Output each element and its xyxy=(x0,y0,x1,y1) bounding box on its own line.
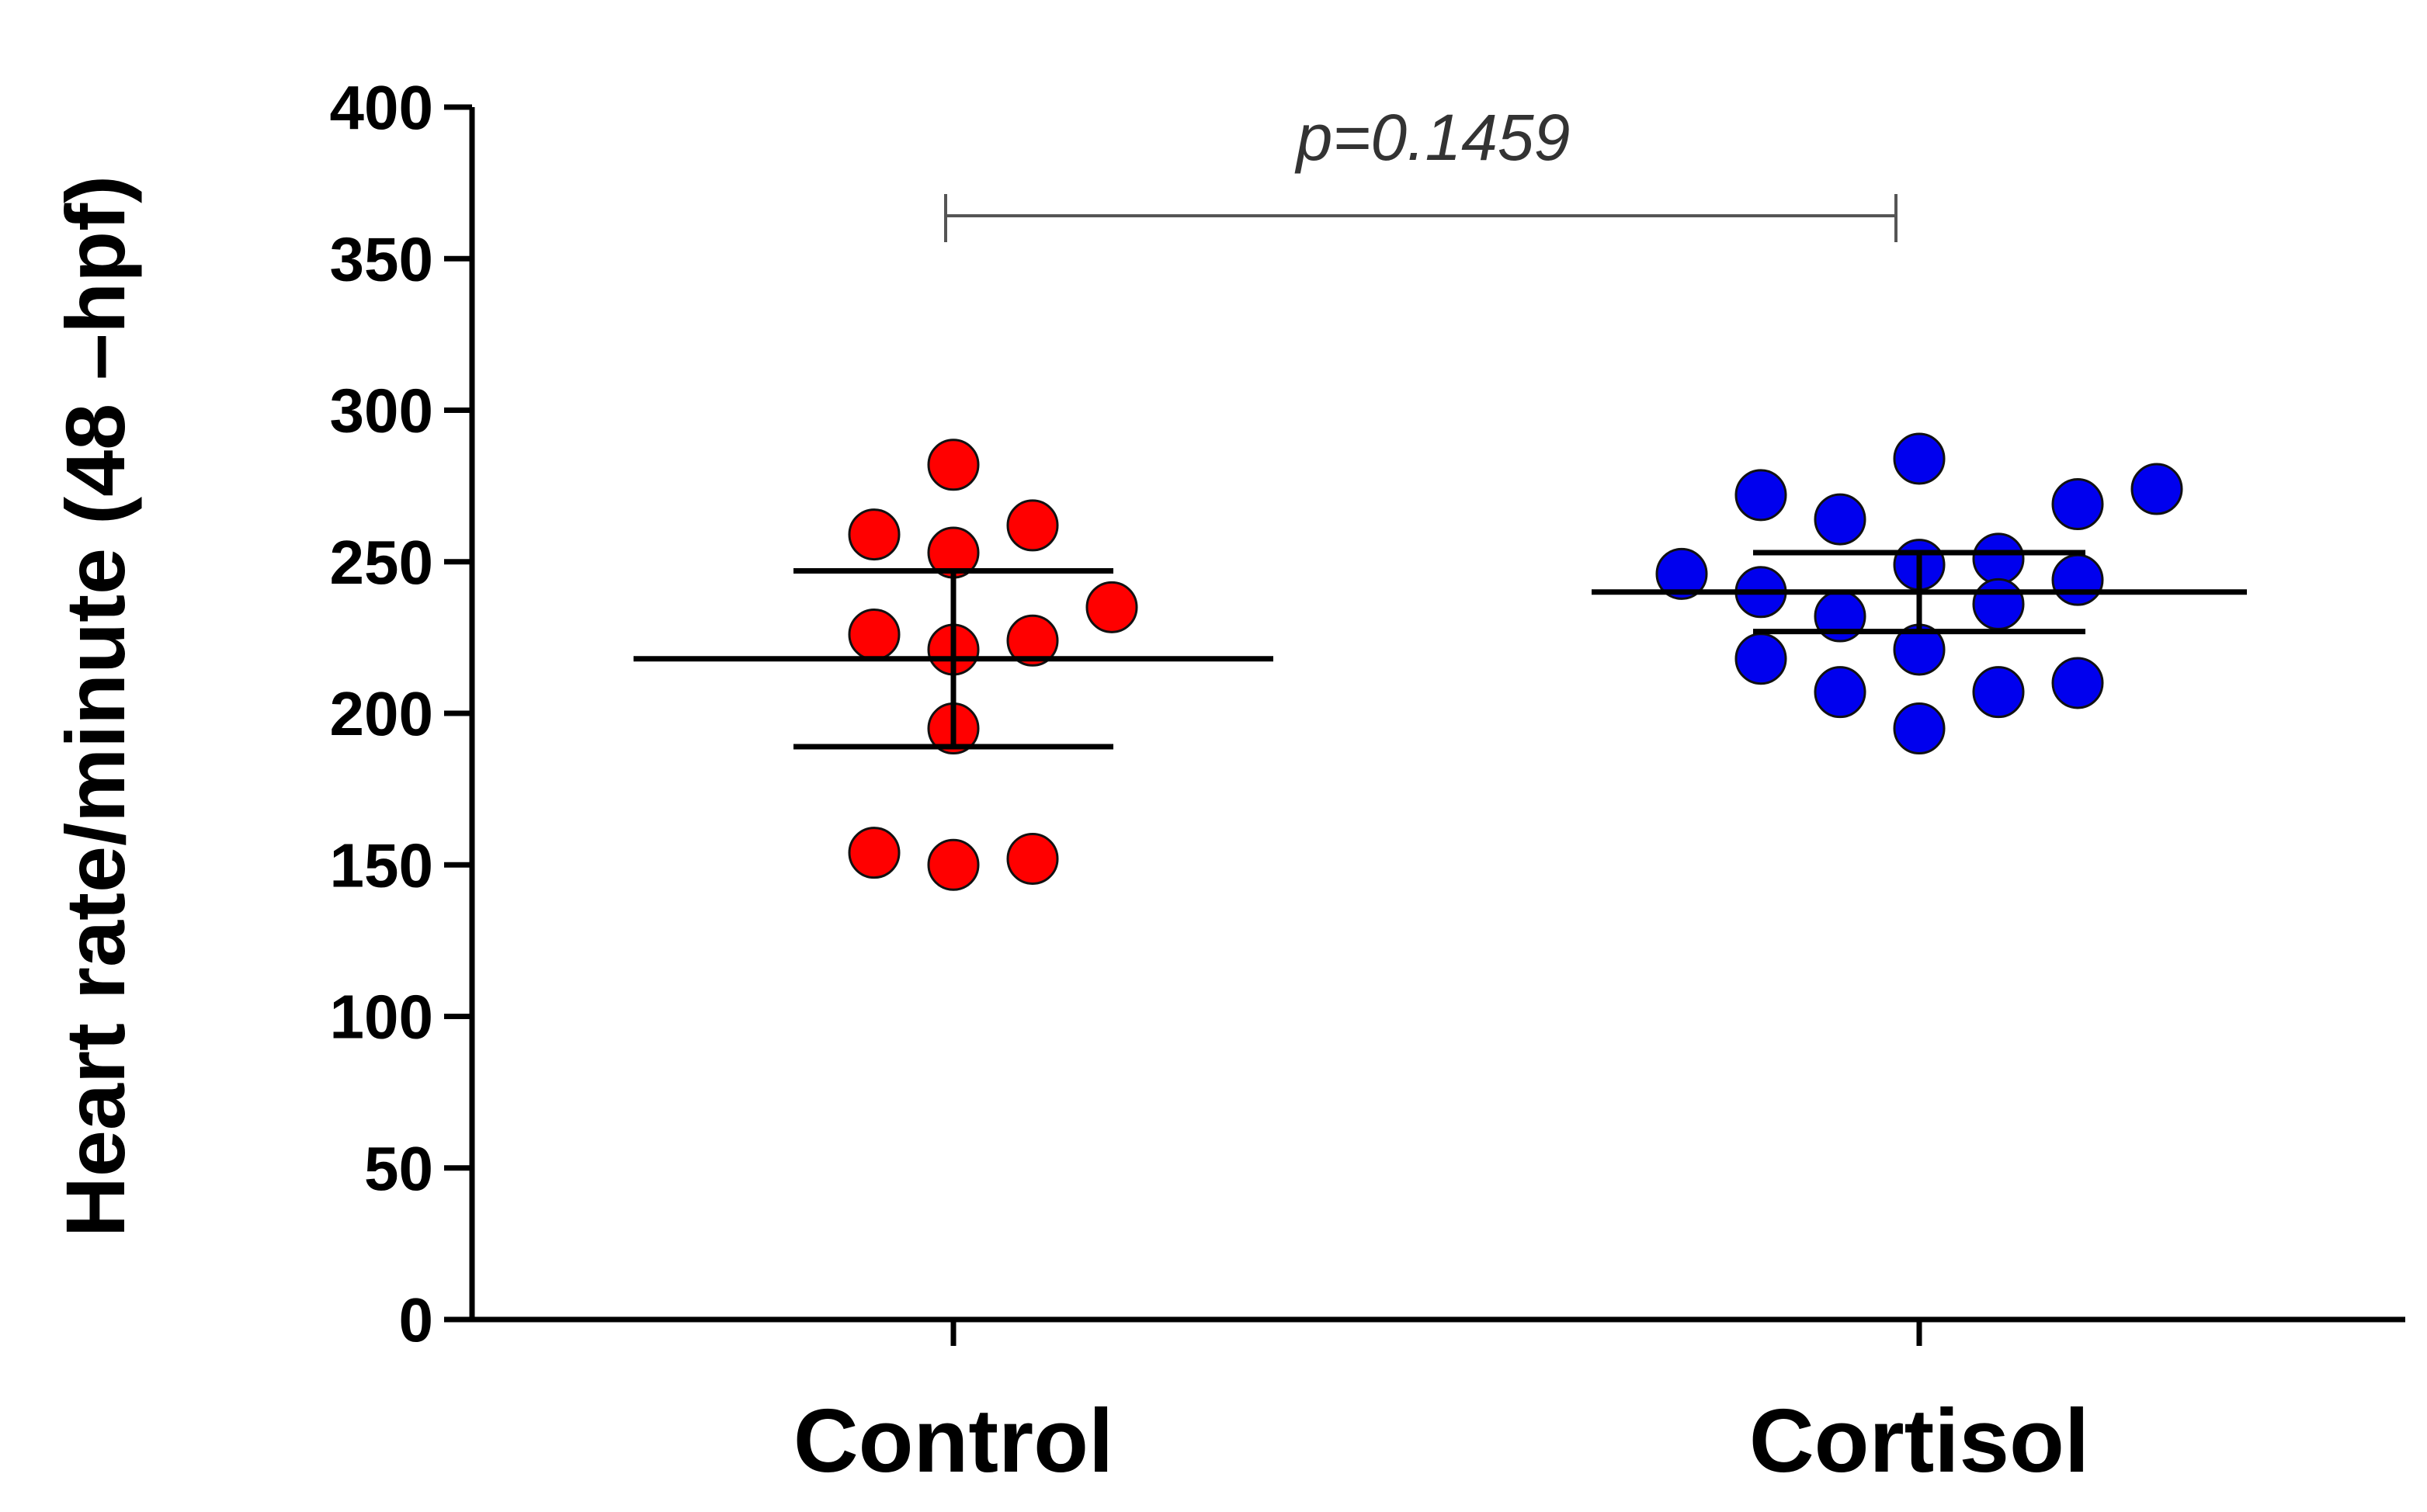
y-tick-label: 300 xyxy=(330,376,433,446)
cortisol-data-point xyxy=(1972,577,2025,630)
cortisol-data-point xyxy=(1893,702,1946,755)
cortisol-data-point xyxy=(2051,553,2104,606)
axes: 0 50 100 150 200 250 300 350 400 Control Cortisol xyxy=(330,73,2405,1491)
x-category-label: Cortisol xyxy=(1749,1390,2089,1491)
control-data-point xyxy=(1085,581,1138,633)
y-tick-label: 0 xyxy=(399,1285,434,1354)
cortisol-data-point xyxy=(1893,432,1946,485)
p-value-annotation: p=0.1459 xyxy=(1294,101,1571,174)
cortisol-data-point xyxy=(1814,493,1866,546)
control-data-point xyxy=(848,827,901,879)
cortisol-data-point xyxy=(1972,666,2025,719)
x-category-label: Control xyxy=(793,1390,1113,1491)
cortisol-data-point xyxy=(2051,657,2104,709)
chart-marks xyxy=(634,194,2247,891)
control-data-point xyxy=(848,608,901,661)
control-data-point xyxy=(848,508,901,561)
y-tick-label: 50 xyxy=(364,1134,433,1203)
y-tick-label: 350 xyxy=(330,224,433,293)
cortisol-data-point xyxy=(2130,463,2183,515)
cortisol-data-point xyxy=(1814,666,1866,719)
y-tick-label: 100 xyxy=(330,983,433,1052)
cortisol-data-point xyxy=(2051,478,2104,531)
cortisol-data-point xyxy=(1972,532,2025,585)
control-data-point xyxy=(927,838,980,891)
y-tick-label: 200 xyxy=(330,679,433,748)
cortisol-data-point xyxy=(1734,469,1787,522)
y-axis-title: Heart rate/minute (48 –hpf) xyxy=(48,175,142,1237)
control-data-point xyxy=(1006,614,1059,667)
y-tick-label: 400 xyxy=(330,73,433,142)
control-data-point xyxy=(1006,499,1059,552)
cortisol-data-point xyxy=(1734,633,1787,685)
control-data-point xyxy=(1006,832,1059,885)
control-data-point xyxy=(927,439,980,491)
y-tick-label: 150 xyxy=(330,831,433,900)
y-tick-label: 250 xyxy=(330,528,433,597)
cortisol-data-point xyxy=(1655,547,1708,600)
